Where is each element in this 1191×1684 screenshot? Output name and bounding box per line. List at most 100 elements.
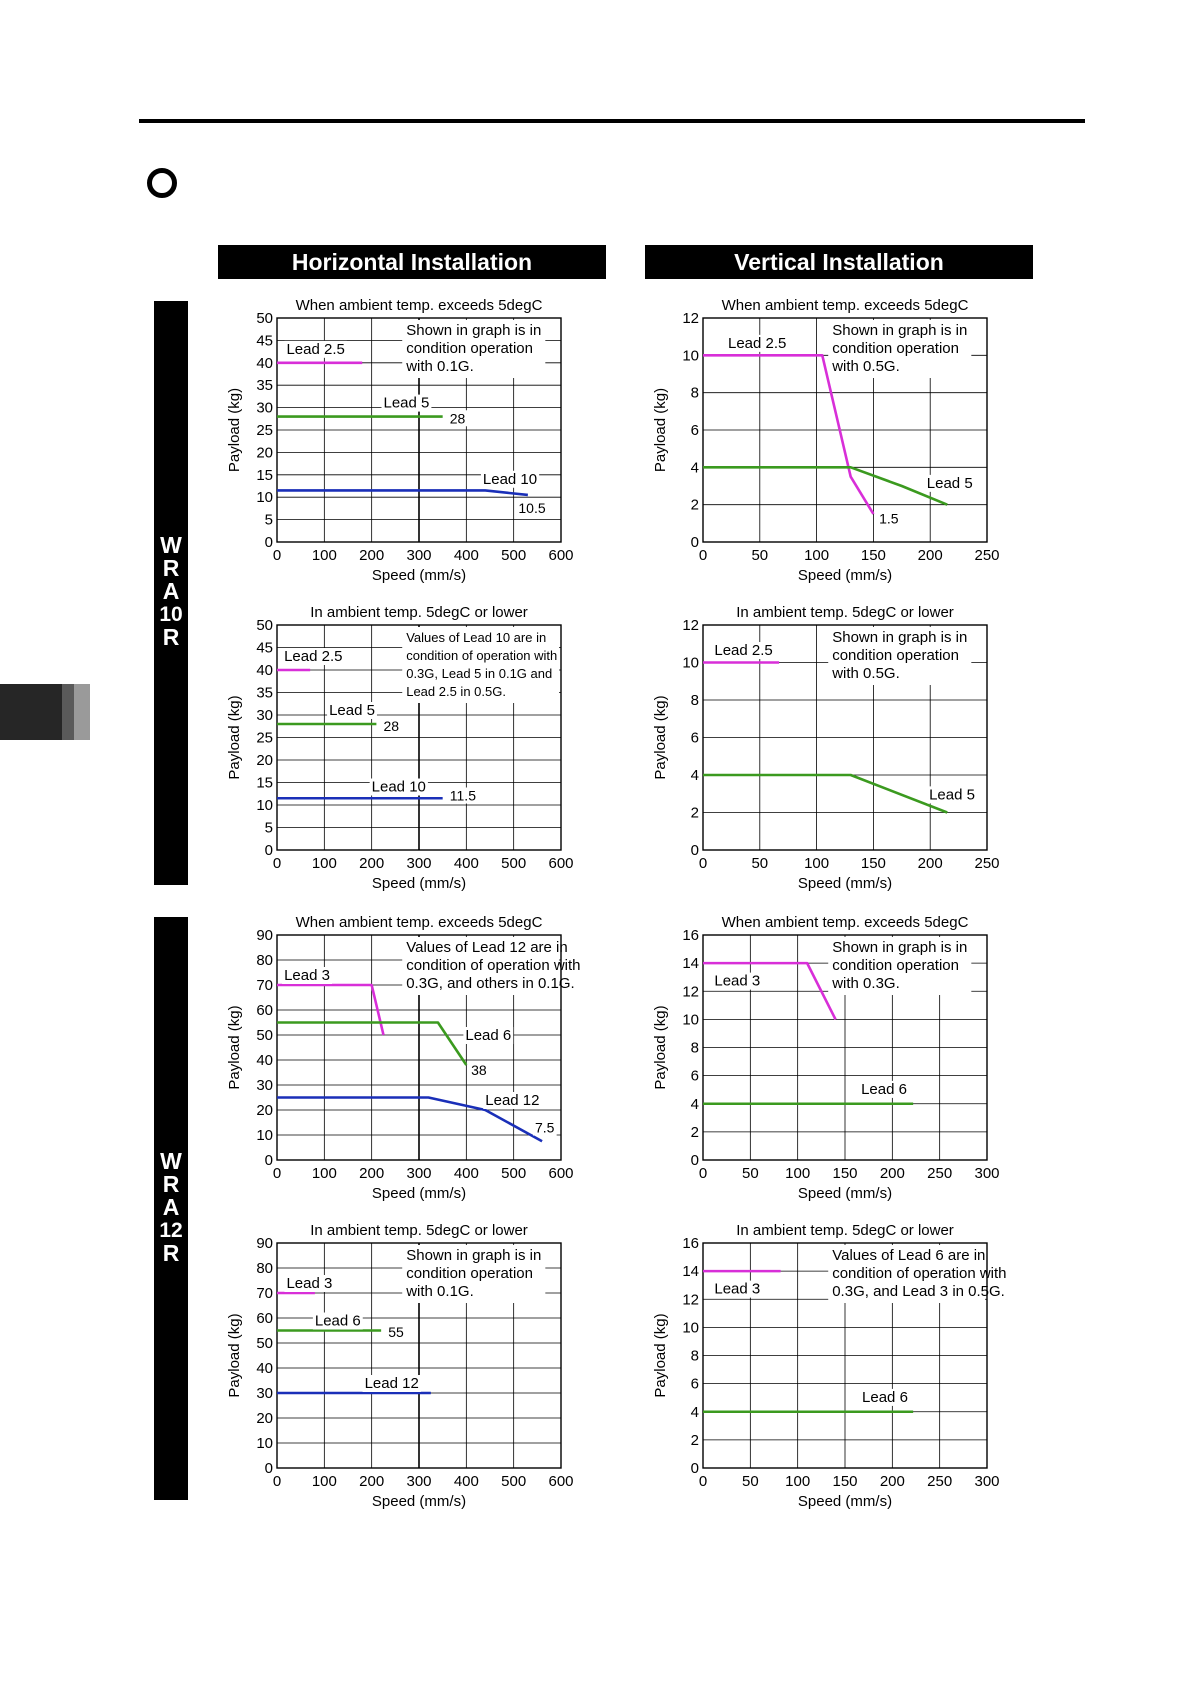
label-background bbox=[712, 642, 775, 659]
y-tick-label: 70 bbox=[256, 977, 273, 994]
series-line-lead-5 bbox=[703, 773, 948, 814]
value-label: 1.5 bbox=[879, 510, 899, 526]
plot-frame bbox=[276, 1242, 562, 1469]
y-tick-label: 16 bbox=[682, 1235, 699, 1252]
y-tick-label: 10 bbox=[256, 797, 273, 814]
label-background bbox=[381, 717, 402, 734]
y-tick-label: 8 bbox=[691, 692, 699, 709]
series-line-lead-2-5 bbox=[703, 354, 875, 515]
x-tick-label: 400 bbox=[454, 1473, 479, 1490]
y-tick-label: 0 bbox=[691, 842, 699, 859]
side-label-wra10r: W R A 10 R bbox=[154, 534, 188, 649]
y-tick-label: 35 bbox=[256, 685, 273, 702]
y-tick-label: 10 bbox=[256, 489, 273, 506]
x-tick-label: 50 bbox=[751, 855, 768, 872]
top-rule bbox=[139, 119, 1085, 123]
label-background bbox=[927, 786, 977, 804]
x-tick-label: 200 bbox=[918, 855, 943, 872]
note-text: Lead 2.5 in 0.5G. bbox=[406, 684, 506, 699]
y-tick-label: 2 bbox=[691, 497, 699, 514]
x-tick-label: 600 bbox=[548, 855, 573, 872]
y-tick-label: 0 bbox=[691, 1460, 699, 1477]
series-label: Lead 2.5 bbox=[728, 335, 786, 352]
value-label: 11.5 bbox=[450, 788, 476, 804]
series-label: Lead 2.5 bbox=[714, 642, 772, 659]
side-label-char: 12 bbox=[159, 1219, 183, 1242]
x-tick-label: 300 bbox=[974, 1165, 999, 1182]
x-tick-label: 100 bbox=[312, 547, 337, 564]
plot-frame bbox=[276, 317, 562, 543]
y-tick-label: 30 bbox=[256, 400, 273, 417]
note-text: condition operation bbox=[832, 647, 959, 664]
x-axis-label: Speed (mm/s) bbox=[798, 1493, 892, 1510]
header-horizontal-installation: Horizontal Installation bbox=[218, 245, 606, 279]
x-tick-label: 100 bbox=[785, 1165, 810, 1182]
series-label: Lead 5 bbox=[329, 702, 375, 719]
x-tick-label: 600 bbox=[548, 1473, 573, 1490]
side-tab-wra10r bbox=[154, 301, 188, 885]
x-tick-label: 100 bbox=[804, 855, 829, 872]
note-text: Values of Lead 6 are in bbox=[832, 1247, 985, 1264]
y-tick-label: 30 bbox=[256, 707, 273, 724]
y-tick-label: 8 bbox=[691, 1348, 699, 1365]
plot-frame bbox=[702, 1242, 988, 1469]
note-text: Values of Lead 10 are in bbox=[406, 630, 546, 645]
note-text: with 0.5G. bbox=[831, 665, 900, 682]
note-text: condition operation bbox=[406, 1265, 533, 1282]
x-axis-label: Speed (mm/s) bbox=[372, 1185, 466, 1202]
label-background bbox=[725, 334, 789, 352]
x-axis-label: Speed (mm/s) bbox=[372, 567, 466, 584]
y-axis-label: Payload (kg) bbox=[226, 388, 243, 472]
y-tick-label: 60 bbox=[256, 1310, 273, 1327]
y-tick-label: 14 bbox=[682, 955, 699, 972]
label-background bbox=[369, 778, 428, 796]
series-line-lead-3 bbox=[703, 961, 837, 1020]
y-tick-label: 50 bbox=[256, 1027, 273, 1044]
y-tick-label: 90 bbox=[256, 927, 273, 944]
y-tick-label: 25 bbox=[256, 422, 273, 439]
chart-title: When ambient temp. exceeds 5degC bbox=[722, 297, 969, 314]
x-tick-label: 250 bbox=[927, 1473, 952, 1490]
series-line-lead-3 bbox=[277, 983, 385, 1036]
y-tick-label: 8 bbox=[691, 385, 699, 402]
x-axis-label: Speed (mm/s) bbox=[798, 1185, 892, 1202]
y-tick-label: 45 bbox=[256, 640, 273, 657]
x-tick-label: 300 bbox=[406, 855, 431, 872]
y-tick-label: 5 bbox=[265, 512, 273, 529]
y-tick-label: 2 bbox=[691, 1124, 699, 1141]
y-tick-label: 20 bbox=[256, 1410, 273, 1427]
y-tick-label: 40 bbox=[256, 1052, 273, 1069]
y-tick-label: 8 bbox=[691, 1040, 699, 1057]
y-tick-label: 12 bbox=[682, 617, 699, 634]
series-label: Lead 6 bbox=[861, 1081, 907, 1098]
y-tick-label: 14 bbox=[682, 1263, 699, 1280]
y-tick-label: 45 bbox=[256, 332, 273, 349]
note-background bbox=[402, 937, 559, 995]
x-tick-label: 50 bbox=[742, 1165, 759, 1182]
y-tick-label: 35 bbox=[256, 377, 273, 394]
label-background bbox=[362, 1375, 421, 1392]
note-text: 0.3G, and Lead 3 in 0.5G. bbox=[832, 1283, 1005, 1300]
y-tick-label: 15 bbox=[256, 775, 273, 792]
y-tick-label: 80 bbox=[256, 952, 273, 969]
y-tick-label: 4 bbox=[691, 1096, 699, 1113]
note-text: condition operation bbox=[406, 340, 533, 357]
label-background bbox=[859, 1080, 909, 1098]
series-line-lead-6 bbox=[277, 1021, 468, 1066]
note-text: 0.3G, and others in 0.1G. bbox=[406, 975, 574, 992]
x-axis-label: Speed (mm/s) bbox=[798, 567, 892, 584]
plot-frame bbox=[702, 317, 988, 543]
side-label-char: R bbox=[162, 1171, 180, 1197]
label-background bbox=[327, 702, 377, 719]
x-tick-label: 150 bbox=[832, 1473, 857, 1490]
note-text: Shown in graph is in bbox=[832, 629, 967, 646]
edge-index-tab bbox=[0, 684, 62, 740]
x-tick-label: 300 bbox=[406, 547, 431, 564]
x-tick-label: 500 bbox=[501, 547, 526, 564]
y-tick-label: 40 bbox=[256, 1360, 273, 1377]
chart-title: When ambient temp. exceeds 5degC bbox=[722, 914, 969, 931]
note-background bbox=[402, 1245, 546, 1303]
y-tick-label: 20 bbox=[256, 444, 273, 461]
x-tick-label: 500 bbox=[501, 855, 526, 872]
